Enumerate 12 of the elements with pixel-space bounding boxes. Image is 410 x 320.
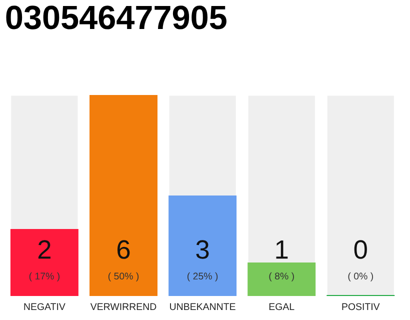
x-tick-label: NEGATIV [24,303,66,310]
data-label: 6 ( 50% ) [108,240,139,282]
x-tick-label: POSITIV [342,303,380,310]
data-label: 1 ( 8% ) [269,240,294,282]
data-label: 3 ( 25% ) [187,240,218,282]
chart-title: 030546477905 [6,6,226,30]
x-tick-label: UNBEKANNTE [170,303,236,310]
data-label: 0 ( 0% ) [348,240,373,282]
bar [248,262,316,296]
x-tick-label: EGAL [269,303,294,310]
x-tick-label: VERWIRREND [90,303,156,310]
data-label: 2 ( 17% ) [29,240,60,282]
